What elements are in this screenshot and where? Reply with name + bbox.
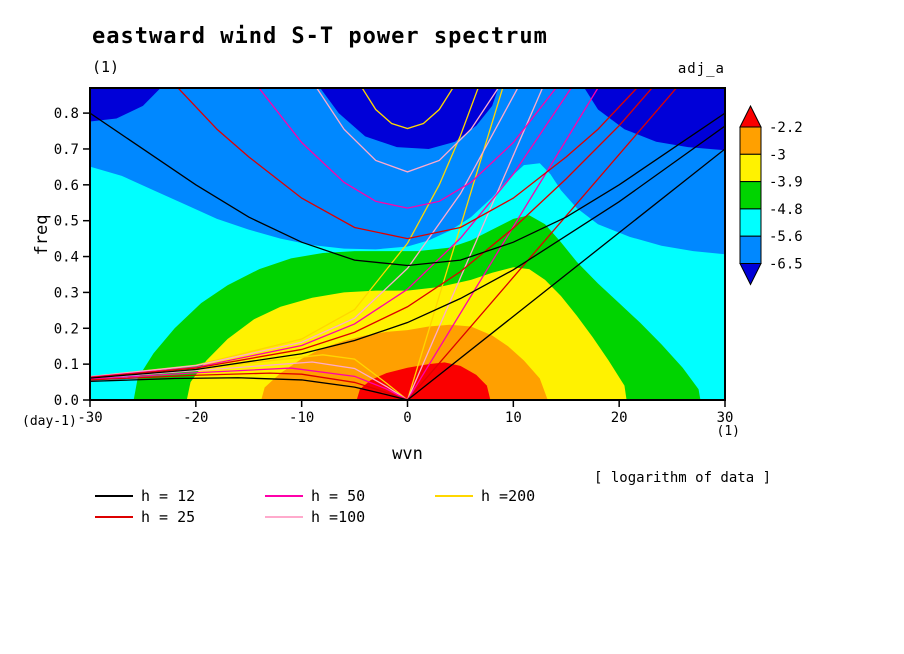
x-axis-ticks: -30 -20 -10 0 10 20 30 — [77, 400, 733, 426]
colorbar-label: -5.6 — [769, 229, 803, 245]
x-axis-unit-label: (1) — [716, 424, 740, 439]
y-tick-label: 0.4 — [54, 250, 79, 266]
colorbar: -2.2 -3 -3.9 -4.8 -5.6 -6.5 — [739, 104, 803, 286]
y-tick-label: 0.5 — [54, 214, 79, 230]
colorbar-segment — [739, 126, 762, 155]
y-axis-ticks: 0.0 0.1 0.2 0.3 0.4 0.5 0.6 0.7 0.8 — [54, 106, 90, 409]
dispersion-curve-h50 — [90, 88, 573, 378]
x-tick-label: 30 — [717, 410, 734, 426]
colorbar-label: -3 — [769, 147, 786, 163]
dispersion-curve-h25 — [177, 88, 638, 240]
colorbar-label: -6.5 — [769, 257, 803, 273]
dispersion-curve-h50 — [90, 367, 408, 400]
annotation-adj-a: adj_a — [677, 61, 725, 77]
x-tick-label: 0 — [403, 410, 411, 426]
dispersion-curve-h200 — [361, 88, 454, 130]
dispersion-curve-h12 — [407, 148, 725, 400]
y-tick-label: 0.1 — [54, 357, 79, 373]
colorbar-segment — [739, 181, 762, 210]
x-tick-label: 20 — [611, 410, 628, 426]
colorbar-label: -3.9 — [769, 175, 803, 191]
colorbar-label: -4.8 — [769, 202, 803, 218]
x-tick-label: -10 — [289, 410, 314, 426]
contour-bands — [90, 88, 725, 400]
y-tick-label: 0.3 — [54, 285, 79, 301]
y-tick-label: 0.7 — [54, 142, 79, 158]
dispersion-curve-h25 — [90, 88, 653, 379]
x-tick-label: -20 — [183, 410, 208, 426]
x-axis-title: wvn — [392, 444, 423, 464]
dispersion-curve-h50 — [406, 88, 599, 400]
y-tick-label: 0.0 — [54, 393, 79, 409]
contour-region-below-min-topleft — [90, 88, 161, 122]
dispersion-curve-h12 — [90, 112, 725, 267]
y-tick-label: 0.2 — [54, 321, 79, 337]
colorbar-top-arrow — [739, 104, 762, 128]
y-axis-title: freq — [32, 214, 52, 256]
dispersion-curve-h25 — [407, 88, 678, 400]
dispersion-curves — [90, 88, 725, 400]
dispersion-curve-h50 — [258, 88, 557, 209]
dispersion-curve-h12 — [90, 377, 408, 400]
x-tick-label: -30 — [77, 410, 102, 426]
y-axis-unit-label: (day-1) — [22, 414, 77, 429]
contour-region-below-min-topcenter — [320, 88, 499, 149]
dispersion-curve-h12 — [90, 125, 725, 379]
unit-label-top-left: (1) — [92, 58, 120, 76]
colorbar-segment — [739, 153, 762, 183]
y-tick-label: 0.8 — [54, 106, 79, 122]
colorbar-bottom-arrow — [739, 263, 762, 286]
colorbar-segment — [739, 235, 762, 264]
colorbar-segment — [739, 208, 762, 237]
plot-title: eastward wind S-T power spectrum — [92, 24, 548, 49]
note-logarithm-of-data: [ logarithm of data ] — [594, 470, 772, 486]
dispersion-curve-h100 — [315, 88, 500, 173]
y-tick-label: 0.6 — [54, 178, 79, 194]
x-tick-label: 10 — [505, 410, 522, 426]
colorbar-label: -2.2 — [769, 120, 803, 136]
dispersion-curve-h25 — [90, 372, 408, 400]
dispersion-curve-h100 — [90, 361, 408, 400]
contour-region-below-min-topright — [584, 88, 725, 151]
dispersion-curve-h100 — [90, 88, 519, 378]
dispersion-curve-h100 — [406, 88, 544, 400]
